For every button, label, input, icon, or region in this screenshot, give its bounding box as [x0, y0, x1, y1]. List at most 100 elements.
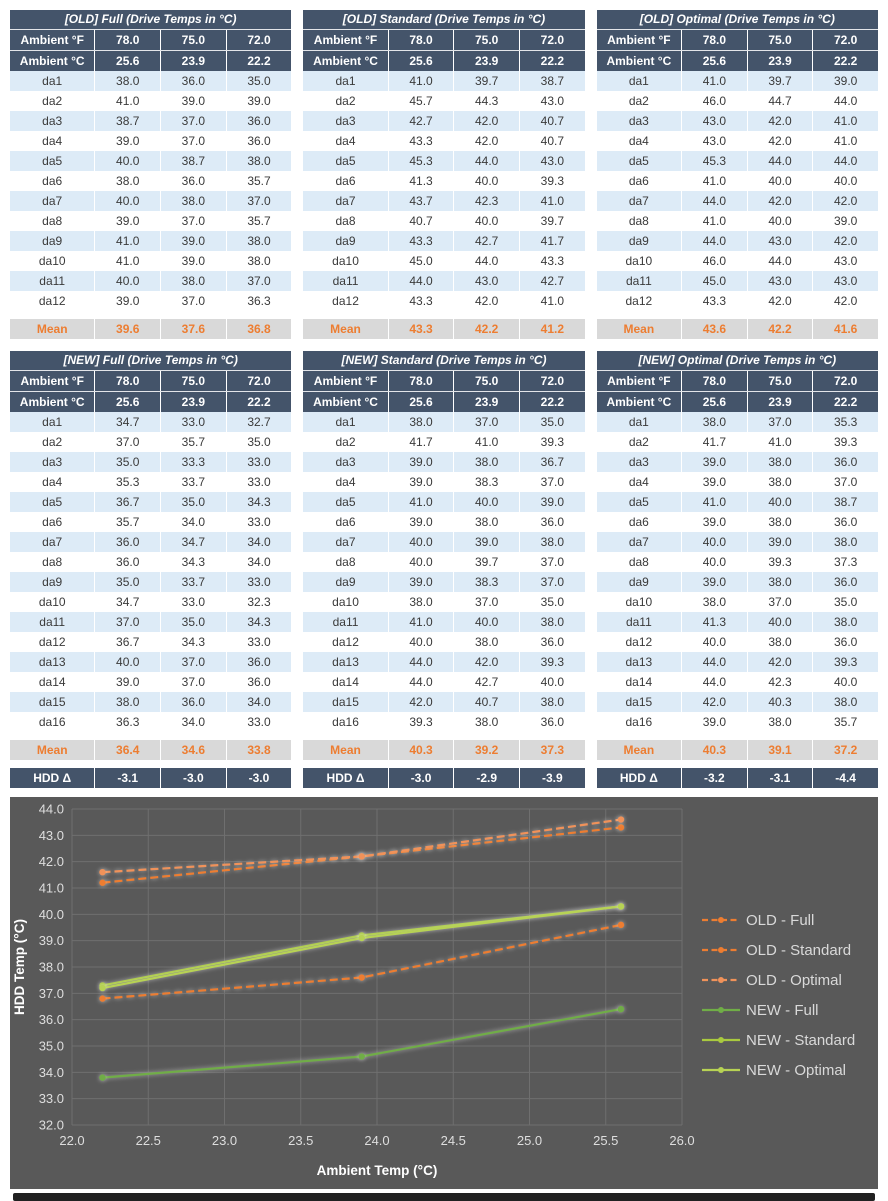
temp-cell: 42.0 — [746, 191, 813, 211]
temp-cell: 38.0 — [519, 532, 585, 552]
drive-label: da10 — [332, 595, 359, 609]
drive-temp-row: da4 35.3 33.7 33.0 — [10, 472, 292, 492]
temp-cell: 39.3 — [519, 652, 585, 672]
drive-temp-row: da12 40.0 38.0 36.0 — [596, 632, 878, 652]
temp-cell: 42.0 — [453, 652, 519, 672]
temp-cell: 33.7 — [160, 472, 226, 492]
mean-value: 37.6 — [160, 319, 226, 339]
new-full-table: [NEW] Full (Drive Temps in °C) Ambient °F… — [10, 351, 292, 788]
temp-cell: 42.7 — [453, 231, 519, 251]
temp-cell: 45.0 — [681, 271, 747, 291]
hdd-delta-row: HDD Δ -3.1 -3.0 -3.0 — [10, 768, 292, 788]
drive-label: da11 — [332, 615, 359, 629]
drive-temp-row: da6 39.0 38.0 36.0 — [596, 512, 878, 532]
temp-cell: 42.3 — [453, 191, 519, 211]
temp-cell: 41.7 — [681, 432, 747, 452]
legend-label-new-standard: NEW - Standard — [746, 1032, 855, 1049]
drive-temp-row: da9 41.0 39.0 38.0 — [10, 231, 292, 251]
ambient-c-value: 22.2 — [225, 392, 292, 412]
ambient-c-row: Ambient °C 25.6 23.9 22.2 — [596, 391, 878, 412]
drive-label: da2 — [335, 94, 356, 108]
drive-temp-row: da12 40.0 38.0 36.0 — [303, 632, 585, 652]
temp-cell: 32.7 — [225, 412, 292, 432]
old-tables-section: [OLD] Full (Drive Temps in °C) Ambient °F… — [10, 10, 878, 339]
hdd-delta-value: -3.0 — [225, 768, 292, 788]
x-axis-title: Ambient Temp (°C) — [317, 1163, 438, 1178]
temp-cell: 38.0 — [160, 191, 226, 211]
ambient-c-row: Ambient °C 25.6 23.9 22.2 — [596, 50, 878, 71]
drive-label: da11 — [39, 274, 66, 288]
data-point-new-optimal — [99, 984, 106, 992]
drive-temp-row: da2 37.0 35.7 35.0 — [10, 432, 292, 452]
temp-cell: 40.0 — [453, 171, 519, 191]
mean-value: 41.6 — [812, 319, 878, 339]
temp-cell: 33.0 — [160, 592, 226, 612]
temp-cell: 35.0 — [225, 432, 292, 452]
temp-cell: 37.0 — [453, 412, 519, 432]
x-tick-label: 26.0 — [669, 1133, 694, 1148]
y-tick-label: 39.0 — [39, 933, 64, 948]
mean-label: Mean — [36, 743, 68, 757]
temp-cell: 34.7 — [160, 532, 226, 552]
ambient-f-row: Ambient °F 78.0 75.0 72.0 — [10, 29, 292, 50]
series-line-old-full — [102, 923, 622, 1000]
drive-label: da3 — [628, 114, 649, 128]
drive-label: da8 — [42, 214, 63, 228]
drive-label: da16 — [625, 715, 653, 729]
temp-cell: 40.7 — [519, 131, 585, 151]
mean-value: 43.3 — [387, 319, 454, 339]
drive-temp-row: da15 42.0 40.7 38.0 — [303, 692, 585, 712]
ambient-c-row: Ambient °C 25.6 23.9 22.2 — [10, 391, 292, 412]
temp-cell: 41.0 — [681, 71, 747, 91]
ambient-c-value: 22.2 — [812, 392, 878, 412]
temp-cell: 45.3 — [387, 151, 454, 171]
temp-cell: 39.3 — [812, 652, 878, 672]
temp-cell: 41.0 — [812, 131, 878, 151]
temp-cell: 38.0 — [453, 452, 519, 472]
drive-label: da8 — [42, 555, 63, 569]
temp-cell: 40.7 — [387, 211, 454, 231]
mean-row: Mean 39.6 37.6 36.8 — [10, 319, 292, 339]
x-tick-label: 24.0 — [364, 1133, 389, 1148]
old-optimal-table: [OLD] Optimal (Drive Temps in °C) Ambient… — [596, 10, 878, 339]
temp-cell: 42.0 — [453, 111, 519, 131]
drive-label: da7 — [335, 535, 356, 549]
table-title: [NEW] Full (Drive Temps in °C) — [10, 351, 292, 370]
mean-value: 37.2 — [812, 740, 878, 760]
temp-cell: 43.3 — [387, 131, 454, 151]
drive-temp-row: da1 38.0 37.0 35.0 — [303, 412, 585, 432]
ambient-f-value: 78.0 — [681, 30, 747, 50]
ambient-f-value: 72.0 — [225, 30, 292, 50]
ambient-c-value: 22.2 — [519, 392, 585, 412]
temp-cell: 45.7 — [387, 91, 454, 111]
temp-cell: 38.0 — [453, 712, 519, 732]
drive-temp-row: da11 44.0 43.0 42.7 — [303, 271, 585, 291]
drive-label: da3 — [335, 455, 356, 469]
hdd-delta-value: -2.9 — [453, 768, 519, 788]
drive-temp-row: da8 36.0 34.3 34.0 — [10, 552, 292, 572]
drive-temp-row: da15 42.0 40.3 38.0 — [596, 692, 878, 712]
drive-temp-row: da3 42.7 42.0 40.7 — [303, 111, 585, 131]
data-point-new-full — [99, 1074, 106, 1081]
drive-label: da6 — [335, 174, 356, 188]
ambient-f-row: Ambient °F 78.0 75.0 72.0 — [303, 29, 585, 50]
temp-cell: 39.0 — [94, 672, 160, 692]
temp-cell: 39.0 — [812, 211, 878, 231]
x-tick-label: 24.5 — [441, 1133, 466, 1148]
row-gap — [303, 311, 584, 319]
drive-label: da1 — [628, 415, 649, 429]
legend-label-old-full: OLD - Full — [746, 912, 814, 929]
drive-temp-row: da4 39.0 38.3 37.0 — [303, 472, 585, 492]
temp-cell: 36.0 — [519, 512, 585, 532]
drive-label: da9 — [335, 234, 356, 248]
legend-marker-old-optimal — [718, 977, 724, 983]
temp-cell: 35.0 — [94, 452, 160, 472]
temp-cell: 34.0 — [160, 712, 226, 732]
drive-temp-row: da7 40.0 39.0 38.0 — [596, 532, 878, 552]
temp-cell: 38.0 — [453, 512, 519, 532]
data-point-old-optimal — [617, 816, 625, 823]
temp-cell: 33.0 — [225, 472, 292, 492]
temp-cell: 35.0 — [519, 412, 585, 432]
temp-cell: 44.0 — [681, 231, 747, 251]
ambient-f-row: Ambient °F 78.0 75.0 72.0 — [596, 370, 878, 391]
